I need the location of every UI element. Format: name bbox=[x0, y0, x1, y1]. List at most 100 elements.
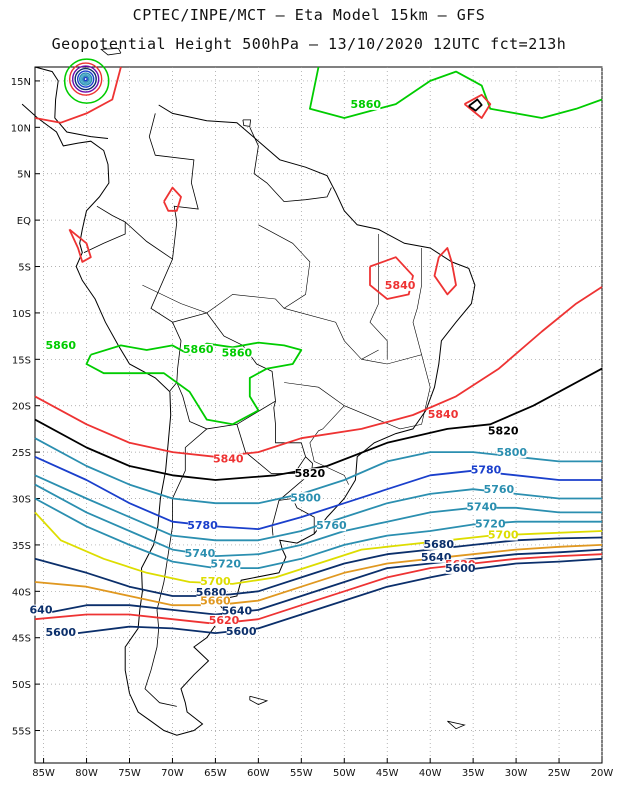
central-america-coastline bbox=[34, 66, 109, 139]
contour-label-bg bbox=[484, 484, 514, 496]
contour-label-bg bbox=[351, 98, 381, 110]
contour-line-5680 bbox=[34, 536, 603, 597]
lon-label: 65W bbox=[204, 768, 227, 779]
country-border bbox=[271, 456, 313, 536]
contour-label-5720: 5720 bbox=[475, 517, 506, 530]
contour-label-5640: 5640 bbox=[222, 605, 253, 618]
contour-label-bg bbox=[209, 614, 239, 626]
contour-label-bg bbox=[471, 464, 501, 476]
contour-line-5660 bbox=[34, 544, 603, 607]
country-border bbox=[236, 400, 307, 474]
contour-label-bg bbox=[497, 446, 527, 458]
low-ring bbox=[68, 62, 103, 96]
contour-label-5780: 5780 bbox=[471, 464, 502, 477]
low-ring bbox=[71, 65, 100, 93]
lon-label: 75W bbox=[118, 768, 141, 779]
contour-label-5600: 5600 bbox=[226, 625, 257, 638]
lat-label: 20S bbox=[12, 402, 31, 413]
contour-label-bg bbox=[222, 347, 252, 359]
contour-label-bg bbox=[467, 501, 497, 513]
contour-label-5720: 5720 bbox=[210, 557, 241, 570]
lon-label: 40W bbox=[419, 768, 442, 779]
longitude-labels: 85W 80W 75W 70W 65W 60W 55W 50W 45W 40W 35W 30W 25W 2… bbox=[32, 768, 613, 779]
state-border bbox=[258, 224, 311, 309]
country-border bbox=[278, 498, 315, 534]
lon-label: 55W bbox=[290, 768, 313, 779]
contour-label-5760: 5760 bbox=[316, 519, 347, 532]
contour-label-bg bbox=[226, 626, 256, 638]
low-ring bbox=[78, 72, 93, 86]
contour-label-bg bbox=[316, 520, 346, 532]
country-border bbox=[144, 428, 208, 707]
low-ring bbox=[80, 73, 91, 85]
lon-label: 35W bbox=[462, 768, 485, 779]
contour-line-5780 bbox=[34, 455, 602, 530]
contour-label-5600: 5600 bbox=[445, 562, 476, 575]
contour-line-5720 bbox=[34, 497, 602, 569]
lon-label: 50W bbox=[333, 768, 356, 779]
contour-label-5860: 5860 bbox=[222, 347, 253, 360]
lon-label: 45W bbox=[376, 768, 399, 779]
contour-label-bg bbox=[424, 538, 454, 550]
contour-label-bg bbox=[488, 529, 518, 541]
chart-title-line1: CPTEC/INPE/MCT – Eta Model 15km – GFS bbox=[132, 6, 486, 24]
map-frame bbox=[34, 66, 603, 764]
contour-label-5660: 5660 bbox=[200, 594, 231, 607]
lon-label: 80W bbox=[75, 768, 98, 779]
contour-label-bg bbox=[213, 453, 243, 465]
contour-label-5840: 5840 bbox=[428, 408, 459, 421]
contour-label-bg bbox=[291, 492, 321, 504]
lat-label: 25S bbox=[12, 448, 31, 459]
contour-label-bg bbox=[475, 518, 505, 530]
contour-line-5700 bbox=[34, 511, 603, 585]
low-ring bbox=[81, 75, 90, 83]
contour-label-bg bbox=[196, 587, 226, 599]
lat-label: 45S bbox=[12, 634, 31, 645]
contour-label-bg bbox=[488, 425, 518, 437]
contour-label-5680: 5680 bbox=[423, 538, 454, 551]
contour-label-bg bbox=[222, 605, 252, 617]
south-america-coastline bbox=[21, 103, 476, 736]
continent-outline bbox=[21, 47, 476, 736]
graticule-grid bbox=[35, 67, 603, 763]
contour-label-bg bbox=[200, 595, 231, 607]
contour-label-5600: 5600 bbox=[45, 626, 76, 639]
lat-label: 5S bbox=[18, 263, 31, 274]
contour-label-bg bbox=[421, 551, 451, 563]
contour-label-5740: 5740 bbox=[466, 501, 497, 514]
contour-label-5740: 5740 bbox=[185, 547, 216, 560]
country-border bbox=[172, 312, 276, 430]
contour-label-5780: 5780 bbox=[187, 519, 218, 532]
contour-label-bg bbox=[295, 468, 325, 480]
lon-label: 70W bbox=[161, 768, 184, 779]
contour-label-5800: 5800 bbox=[496, 446, 527, 459]
contour-line-5840 bbox=[463, 93, 492, 119]
contour-label-bg bbox=[211, 558, 241, 570]
state-border bbox=[412, 248, 422, 355]
contour-label-5800: 5800 bbox=[290, 491, 321, 504]
island-outline bbox=[447, 720, 466, 730]
state-border bbox=[142, 284, 379, 360]
country-border bbox=[148, 113, 199, 260]
contour-line-5860 bbox=[309, 66, 603, 119]
lat-label: 35S bbox=[12, 541, 31, 552]
low-ring bbox=[83, 76, 88, 82]
lat-label: 10N bbox=[11, 123, 31, 134]
contour-label-5840: 5840 bbox=[385, 279, 416, 292]
contour-label-5700: 5700 bbox=[488, 528, 519, 541]
island-outline bbox=[249, 695, 269, 705]
contour-label-bg bbox=[385, 279, 415, 291]
contour-line-5600 bbox=[77, 557, 603, 634]
lat-label: 10S bbox=[12, 309, 31, 320]
contour-label-5860: 5860 bbox=[183, 343, 214, 356]
lat-label: 40S bbox=[12, 587, 31, 598]
contour-line-5640 bbox=[47, 548, 603, 616]
contour-line-5840 bbox=[163, 186, 182, 212]
contour-label-640: 640 bbox=[30, 604, 53, 617]
contour-label-5820: 5820 bbox=[488, 425, 519, 438]
contour-label-5620: 5620 bbox=[209, 614, 240, 627]
lon-label: 30W bbox=[505, 768, 528, 779]
contour-label-bg bbox=[187, 520, 218, 532]
lon-label: 60W bbox=[247, 768, 270, 779]
state-border bbox=[369, 234, 388, 360]
